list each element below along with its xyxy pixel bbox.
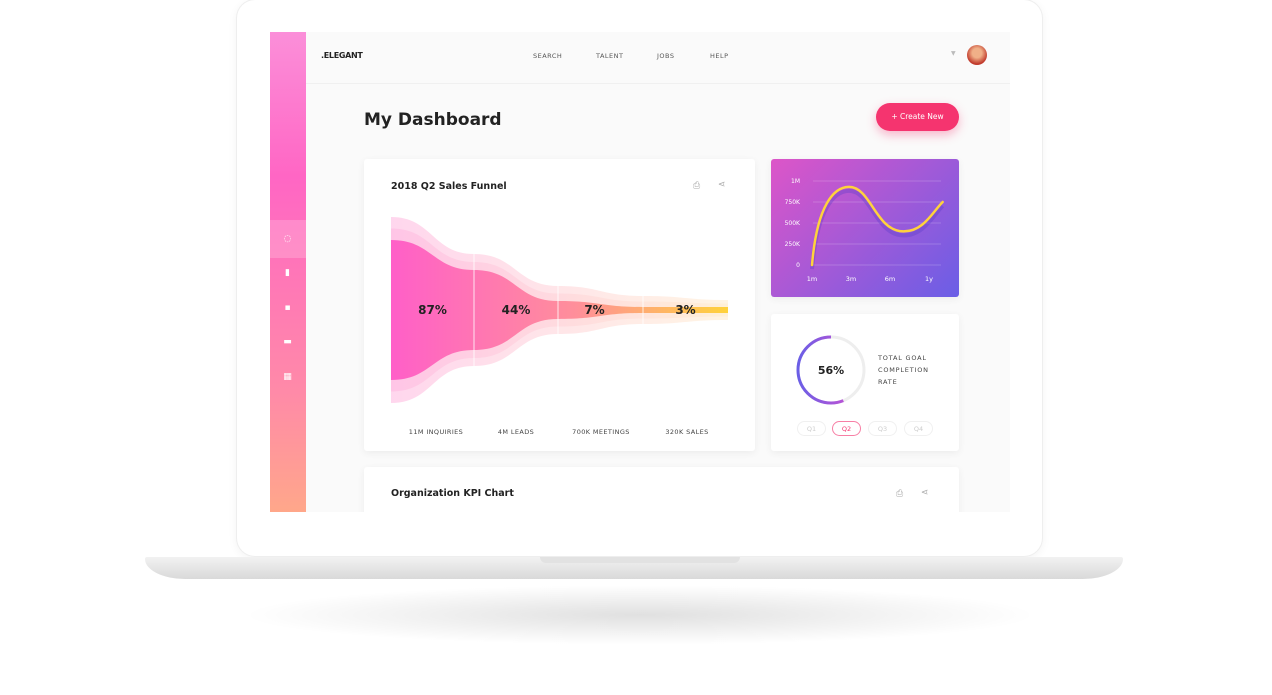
- x-tick-label: 1y: [925, 275, 933, 283]
- quarter-q4[interactable]: Q4: [904, 421, 933, 436]
- kpi-card: Organization KPI Chart ⎙ ⋖: [364, 467, 959, 512]
- quarter-q1[interactable]: Q1: [797, 421, 826, 436]
- x-tick-label: 1m: [807, 275, 817, 283]
- laptop-base: [145, 557, 1123, 579]
- share-icon[interactable]: ⋖: [718, 180, 726, 190]
- funnel-stage-percent: 3%: [675, 303, 695, 317]
- nav-help[interactable]: HELP: [710, 52, 729, 60]
- sales-funnel-card: 2018 Q2 Sales Funnel ⎙ ⋖ 87% 44% 7% 3% 11M …: [364, 159, 755, 451]
- x-tick-label: 6m: [885, 275, 895, 283]
- funnel-stage-label: 700K MEETINGS: [572, 428, 630, 436]
- bookmark-icon[interactable]: ▮: [285, 268, 290, 278]
- funnel-stage-percent: 44%: [502, 303, 531, 317]
- x-tick-label: 3m: [846, 275, 856, 283]
- line-chart-card: 0 250K 500K 750K 1M 1m 3m 6m 1y: [771, 159, 959, 297]
- create-new-button[interactable]: + Create New: [876, 103, 959, 131]
- laptop-notch: [540, 557, 740, 563]
- quarter-q3[interactable]: Q3: [868, 421, 897, 436]
- page-title: My Dashboard: [364, 110, 502, 130]
- goal-label-line: TOTAL GOAL: [878, 354, 927, 362]
- y-tick-label: 500K: [785, 220, 801, 227]
- briefcase-icon[interactable]: ▬: [283, 337, 292, 347]
- funnel-stage-label: 11M INQUIRIES: [408, 428, 464, 436]
- goal-percent: 56%: [818, 364, 844, 377]
- funnel-core: [391, 240, 728, 380]
- circle-icon[interactable]: ◌: [283, 234, 292, 244]
- y-tick-label: 750K: [785, 199, 801, 206]
- nav-talent[interactable]: TALENT: [596, 52, 624, 60]
- screen: ◌ ▮ ▪ ▬ ▦ .ELEGANT SEARCH TALENT JOBS HE…: [270, 32, 1010, 512]
- funnel-stage-label: 320K SALES: [665, 428, 709, 436]
- kpi-title: Organization KPI Chart: [391, 488, 514, 499]
- nav-search[interactable]: SEARCH: [533, 52, 563, 60]
- nav-jobs[interactable]: JOBS: [657, 52, 675, 60]
- avatar[interactable]: [967, 45, 987, 65]
- funnel-stage-label: 4M LEADS: [497, 428, 535, 436]
- goal-label: TOTAL GOAL COMPLETION RATE: [878, 352, 929, 388]
- logo[interactable]: .ELEGANT: [321, 51, 363, 60]
- goal-label-line: COMPLETION: [878, 366, 929, 374]
- print-icon[interactable]: ⎙: [693, 181, 701, 191]
- funnel-stage-percent: 7%: [584, 303, 604, 317]
- goal-label-line: RATE: [878, 378, 898, 386]
- goal-ring: 56%: [796, 335, 866, 405]
- book-icon[interactable]: ▪: [284, 303, 291, 313]
- quarter-q2[interactable]: Q2: [832, 421, 861, 436]
- chevron-down-icon[interactable]: ▼: [951, 50, 956, 57]
- goal-ring-fill: [796, 335, 866, 405]
- funnel-stage-percent: 87%: [418, 303, 447, 317]
- series-line-shadow: [810, 188, 945, 270]
- share-icon[interactable]: ⋖: [921, 488, 929, 498]
- funnel-title: 2018 Q2 Sales Funnel: [391, 181, 507, 192]
- series-line: [810, 185, 944, 267]
- print-icon[interactable]: ⎙: [896, 489, 904, 499]
- top-bar: .ELEGANT SEARCH TALENT JOBS HELP: [306, 32, 1010, 84]
- y-tick-label: 1M: [791, 178, 800, 185]
- funnel-chart: 87% 44% 7% 3%: [391, 217, 728, 403]
- calendar-icon[interactable]: ▦: [283, 372, 292, 382]
- y-tick-label: 250K: [785, 241, 801, 248]
- y-tick-label: 0: [796, 262, 800, 269]
- sidebar-active-highlight: [270, 220, 306, 258]
- sidebar: ◌ ▮ ▪ ▬ ▦: [270, 32, 306, 512]
- goal-card: 56% TOTAL GOAL COMPLETION RATE Q1 Q2 Q3 …: [771, 314, 959, 451]
- laptop-shadow: [240, 585, 1040, 645]
- line-chart: 0 250K 500K 750K 1M 1m 3m 6m 1y: [785, 178, 945, 283]
